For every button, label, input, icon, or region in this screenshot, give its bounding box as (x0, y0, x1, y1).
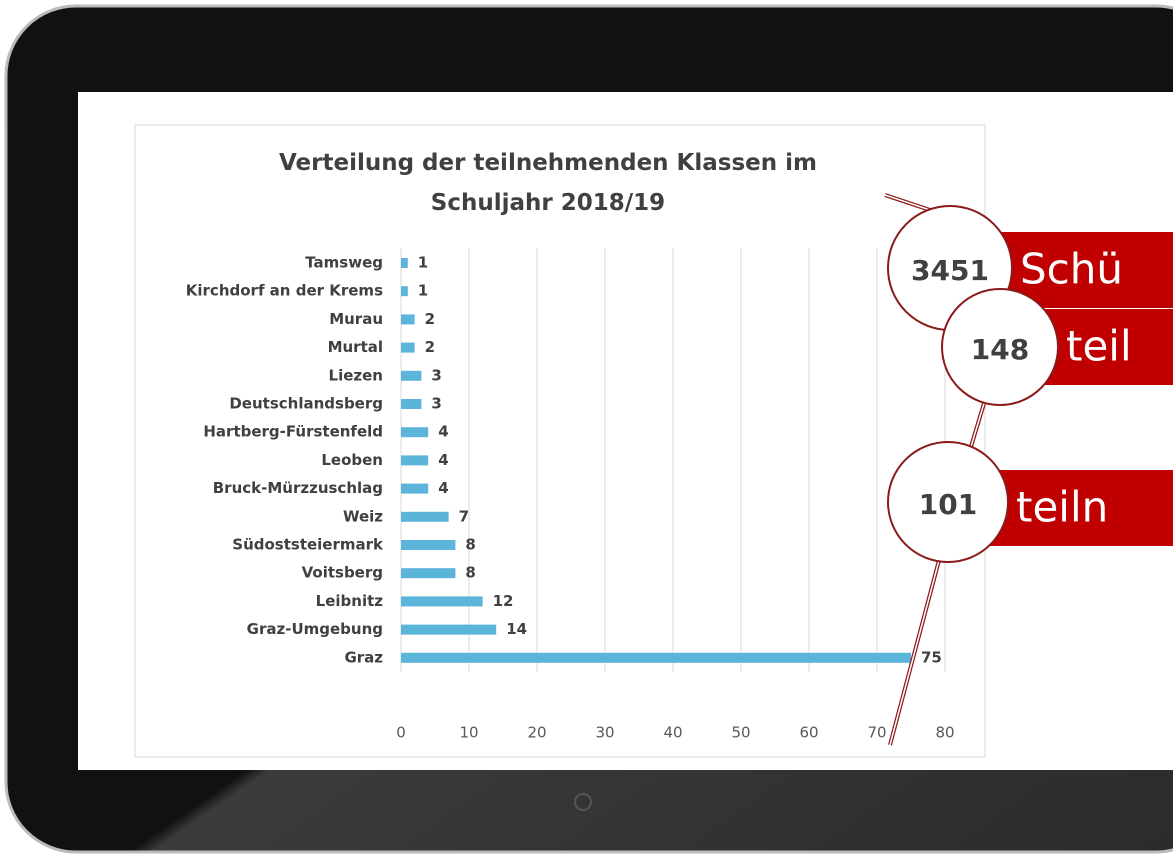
value-label: 3 (431, 366, 441, 384)
value-label: 1 (418, 282, 428, 300)
chart-title: Verteilung der teilnehmenden Klassen im … (278, 143, 818, 223)
y-tick-label: Graz-Umgebung (247, 620, 383, 638)
value-label: 1 (418, 254, 428, 272)
y-tick-label: Hartberg-Fürstenfeld (203, 423, 383, 441)
bar (401, 343, 415, 353)
x-tick-label: 10 (459, 724, 478, 742)
value-label: 8 (465, 564, 475, 582)
x-tick-label: 40 (663, 724, 682, 742)
bar (401, 596, 483, 606)
bar (401, 314, 415, 324)
bar (401, 258, 408, 268)
y-tick-label: Leoben (321, 451, 383, 469)
y-tick-label: Voitsberg (302, 564, 383, 582)
callout-number: 3451 (911, 254, 989, 287)
callout-label: teiln (1016, 483, 1108, 532)
y-tick-label: Weiz (343, 507, 383, 525)
scene: 0 10 20 30 40 50 60 70 80 Tamsweg 1 Kirchdorf an de… (0, 0, 1173, 856)
bar (401, 540, 455, 550)
callout-label: Schü (1020, 245, 1123, 294)
value-label: 12 (493, 592, 514, 610)
bar (401, 653, 911, 663)
bar (401, 399, 421, 409)
y-tick-label: Murtal (328, 338, 383, 356)
value-label: 8 (465, 536, 475, 554)
x-tick-label: 50 (731, 724, 750, 742)
value-label: 3 (431, 395, 441, 413)
y-tick-label: Leibnitz (316, 592, 384, 610)
callout-number: 148 (971, 333, 1029, 366)
bar (401, 427, 428, 437)
bar (401, 371, 421, 381)
bar (401, 625, 496, 635)
x-tick-label: 20 (527, 724, 546, 742)
value-label: 4 (438, 451, 448, 469)
bar (401, 484, 428, 494)
x-tick-label: 60 (799, 724, 818, 742)
y-tick-label: Murau (329, 310, 383, 328)
y-tick-label: Liezen (329, 366, 383, 384)
callout-label: teil (1066, 322, 1132, 371)
value-label: 2 (425, 310, 435, 328)
x-tick-label: 30 (595, 724, 614, 742)
bar (401, 512, 449, 522)
y-tick-label: Südoststeiermark (232, 536, 384, 554)
value-label: 75 (921, 648, 942, 666)
value-label: 14 (506, 620, 527, 638)
callout-number: 101 (919, 488, 977, 521)
y-tick-label: Graz (344, 648, 383, 666)
bar (401, 286, 408, 296)
bar (401, 568, 455, 578)
y-tick-label: Tamsweg (305, 254, 383, 272)
bar (401, 455, 428, 465)
y-tick-label: Deutschlandsberg (229, 395, 383, 413)
x-tick-label: 0 (396, 724, 406, 742)
value-label: 4 (438, 423, 448, 441)
value-label: 4 (438, 479, 448, 497)
x-tick-label: 70 (867, 724, 886, 742)
x-tick-label: 80 (935, 724, 954, 742)
value-label: 2 (425, 338, 435, 356)
page: 0 10 20 30 40 50 60 70 80 Tamsweg 1 Kirchdorf an de… (0, 0, 1173, 856)
y-tick-label: Bruck-Mürzzuschlag (213, 479, 383, 497)
y-tick-label: Kirchdorf an der Krems (186, 282, 383, 300)
value-label: 7 (459, 507, 469, 525)
